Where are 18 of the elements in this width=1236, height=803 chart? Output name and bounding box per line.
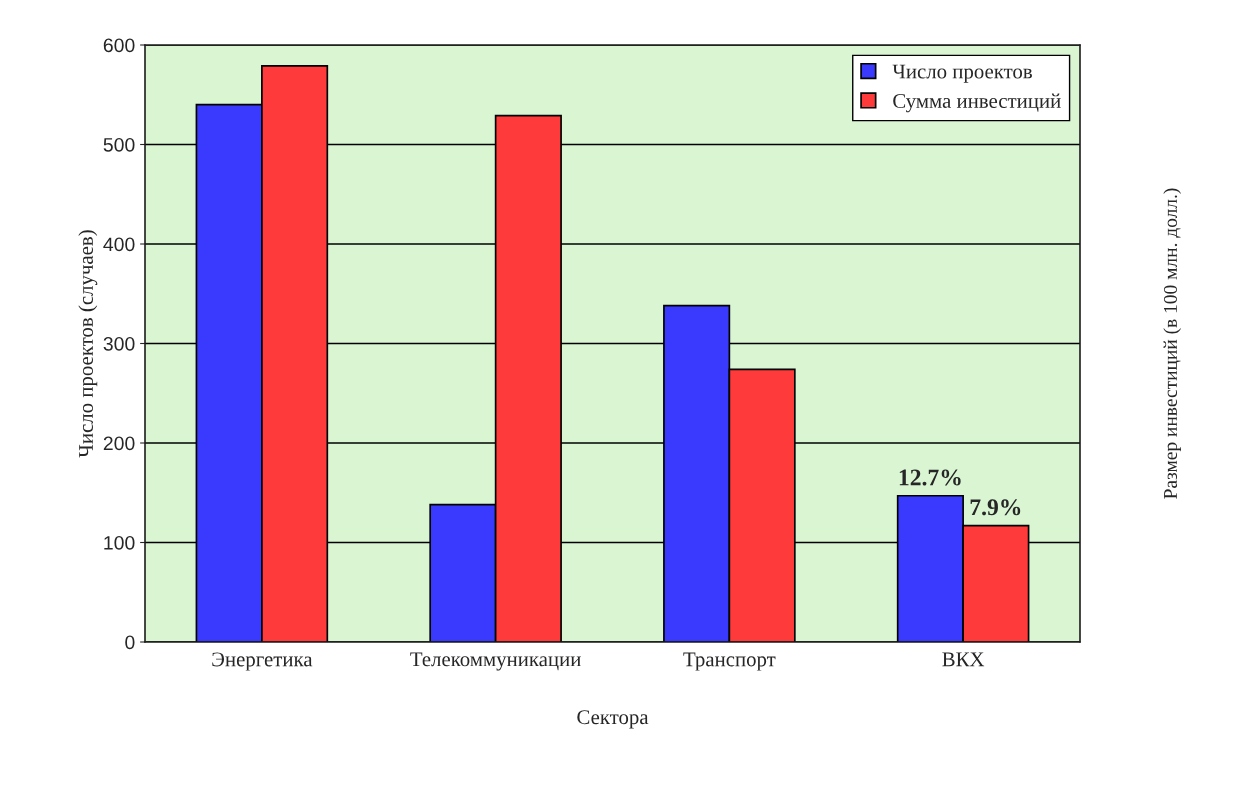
y-tick-label: 0	[125, 635, 135, 650]
x-tick-label: Телекоммуникации	[410, 652, 581, 671]
y-tick-label: 600	[103, 38, 135, 53]
legend-label: Число проектов	[892, 64, 1032, 83]
x-tick-label: Транспорт	[683, 652, 776, 671]
y-axis-title: Число проектов (случаев)	[78, 230, 98, 458]
y2-axis-title: Размер инвестиций (в 100 млн. долл.)	[1163, 188, 1181, 499]
y-tick-label: 500	[103, 137, 135, 152]
x-tick-label: Энергетика	[212, 652, 313, 671]
legend-label: Сумма инвестиций	[893, 93, 1061, 113]
y-tick-label: 300	[103, 336, 135, 351]
x-axis-title: Сектора	[577, 710, 649, 729]
y-tick-label: 400	[103, 237, 135, 252]
annotation: 7.9%	[970, 499, 1021, 516]
y-tick-label: 200	[103, 436, 135, 451]
annotation: 12.7%	[899, 469, 961, 486]
y-tick-label: 100	[104, 535, 135, 550]
x-tick-label: ВКХ	[942, 652, 985, 667]
